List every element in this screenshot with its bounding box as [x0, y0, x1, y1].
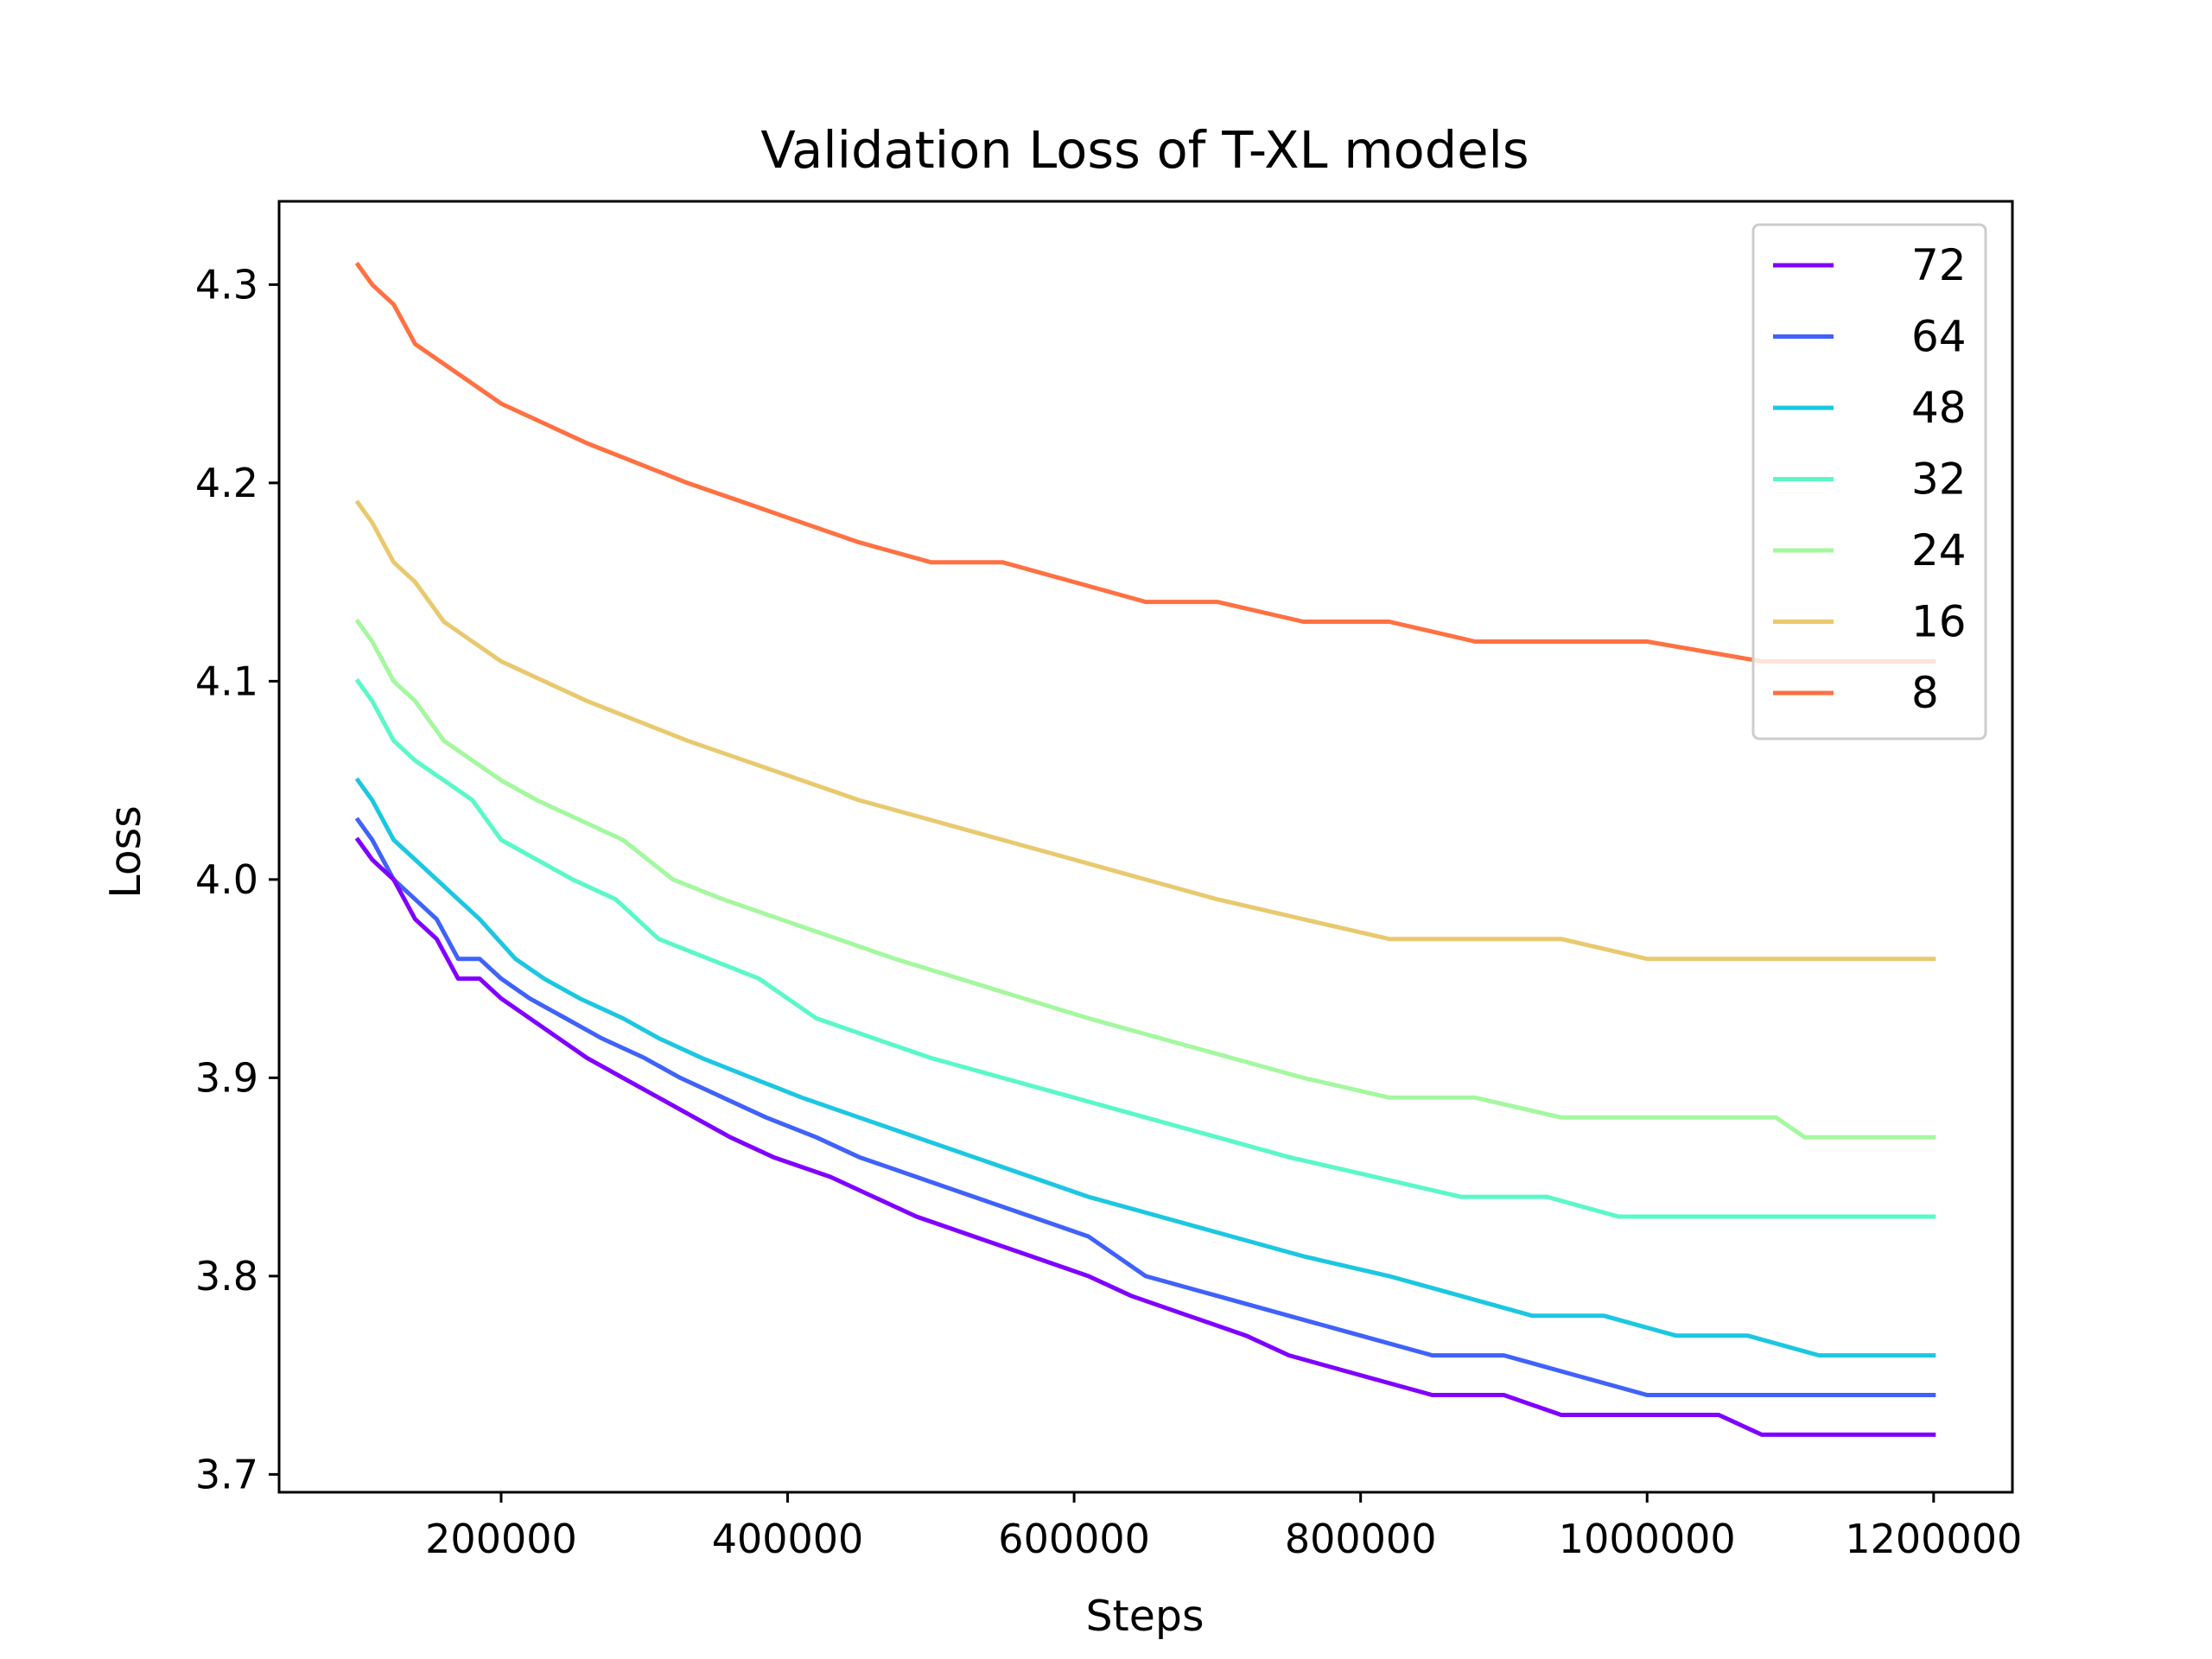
series-line-48	[354, 777, 1936, 1358]
legend-label-64: 64	[1911, 312, 1967, 362]
y-tick-label: 3.7	[195, 1451, 258, 1497]
legend-label-24: 24	[1911, 525, 1967, 575]
y-axis-ticks: 3.7 3.8 3.9 4.0 4.1 4.2 4.3	[195, 261, 279, 1497]
chart-title: Validation Loss of T-XL models	[760, 120, 1529, 180]
plot-frame	[277, 200, 2014, 1494]
x-tick-label: 600000	[998, 1516, 1150, 1562]
series-line-32	[354, 677, 1936, 1219]
x-tick-label: 400000	[712, 1516, 864, 1562]
y-tick-label: 4.0	[195, 856, 258, 903]
y-tick-label: 4.1	[195, 658, 258, 704]
x-axis-label: Steps	[1085, 1592, 1204, 1641]
y-tick-label: 4.2	[195, 460, 258, 506]
x-tick-label: 1200000	[1845, 1516, 2022, 1562]
y-tick-label: 4.3	[195, 261, 258, 308]
series-line-72	[354, 836, 1936, 1437]
legend-items: 72 64 48 32 24 16 8	[1773, 240, 1967, 718]
series-line-16	[354, 499, 1936, 962]
series-line-8	[354, 261, 1936, 664]
legend-label-48: 48	[1911, 383, 1967, 433]
y-axis-label: Loss	[101, 805, 150, 898]
legend-box	[1751, 223, 1987, 741]
y-tick-label: 3.9	[195, 1054, 258, 1101]
series-line-64	[354, 817, 1936, 1397]
series-line-24	[354, 619, 1936, 1140]
x-tick-label: 200000	[425, 1516, 577, 1562]
series-layer	[354, 261, 1936, 1437]
legend-label-72: 72	[1911, 240, 1967, 290]
y-tick-label: 3.8	[195, 1253, 258, 1300]
legend: 72 64 48 32 24 16 8	[1751, 223, 1987, 741]
x-tick-label: 1000000	[1559, 1516, 1736, 1562]
x-tick-label: 800000	[1285, 1516, 1437, 1562]
legend-label-16: 16	[1911, 597, 1967, 647]
legend-label-32: 32	[1911, 454, 1967, 505]
legend-label-8: 8	[1911, 668, 1939, 718]
x-axis-ticks: 200000 400000 600000 800000 1000000 1200000	[425, 1492, 2022, 1562]
